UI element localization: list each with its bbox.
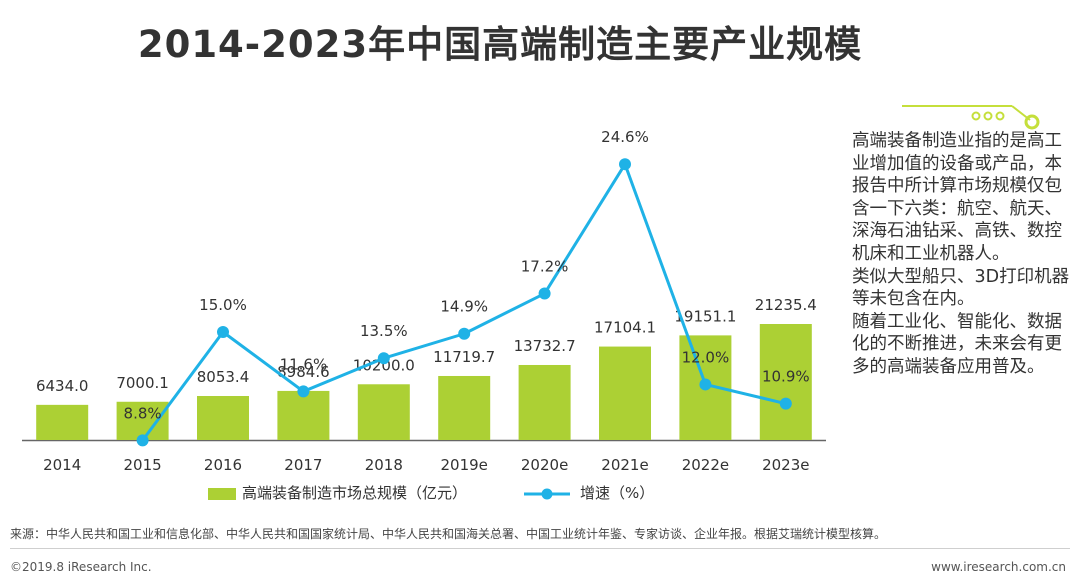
bar-label-2021e: 17104.1 — [594, 319, 656, 337]
growth-label-2018: 13.5% — [360, 322, 408, 340]
bar-label-2019e: 11719.7 — [433, 348, 495, 366]
page-title: 2014-2023年中国高端制造主要产业规模 — [137, 23, 863, 66]
bar-label-2022e: 19151.1 — [674, 307, 736, 325]
bar-2021e — [599, 346, 651, 440]
bar-2015 — [116, 401, 169, 440]
bar-2017 — [277, 390, 330, 440]
growth-point-2022e — [699, 378, 712, 391]
growth-label-2019e: 14.9% — [440, 298, 488, 316]
website-link[interactable]: www.iresearch.com.cn — [931, 560, 1066, 574]
bar-label-2020e: 13732.7 — [514, 337, 576, 355]
bar-label-2017: 8984.6 — [277, 363, 330, 381]
x-tick-label-2015: 2015 — [124, 456, 162, 474]
growth-label-2015: 8.8% — [124, 404, 162, 422]
x-tick-label-2019e: 2019e — [440, 456, 487, 474]
x-tick-label-2020e: 2020e — [521, 456, 568, 474]
bar-2016 — [197, 396, 249, 440]
note-paragraph-1: 高端装备制造业指的是高工业增加值的设备或产品，本报告中所计算市场规模仅包含一下六… — [852, 131, 1062, 264]
x-tick-label-2017: 2017 — [284, 456, 322, 474]
note-panel: 高端装备制造业指的是高工业增加值的设备或产品，本报告中所计算市场规模仅包含一下六… — [852, 130, 1074, 379]
bar-label-2018: 10200.0 — [353, 356, 415, 374]
growth-point-2015 — [136, 434, 149, 447]
bar-2023e — [759, 324, 812, 440]
growth-label-2016: 15.0% — [199, 296, 247, 314]
legend-swatch-line — [524, 488, 570, 500]
growth-label-2023e: 10.9% — [762, 368, 810, 386]
growth-point-2016 — [217, 326, 229, 338]
growth-label-2022e: 12.0% — [682, 348, 730, 366]
bar-2019e — [438, 375, 491, 440]
bar-2020e — [518, 364, 571, 440]
x-tick-label-2014: 2014 — [43, 456, 81, 474]
bar-label-2023e: 21235.4 — [755, 296, 817, 314]
x-tick-label-2016: 2016 — [204, 456, 242, 474]
legend-label-line: 增速（%） — [580, 484, 655, 502]
x-tick-label-2022e: 2022e — [682, 456, 729, 474]
note-paragraph-2: 类似大型船只、3D打印机器等未包含在内。 — [852, 266, 1070, 310]
copyright-text: ©2019.8 iResearch Inc. — [10, 560, 152, 574]
growth-label-2017: 11.6% — [280, 355, 328, 373]
bar-2018 — [357, 384, 410, 440]
bar-label-2014: 6434.0 — [36, 377, 89, 395]
bar-label-2015: 7000.1 — [116, 374, 169, 392]
growth-point-2018 — [377, 352, 390, 365]
bar-label-2016: 8053.4 — [197, 368, 250, 386]
source-text: 来源：中华人民共和国工业和信息化部、中华人民共和国国家统计局、中华人民共和国海关… — [10, 527, 887, 541]
growth-point-2021e — [619, 158, 631, 171]
growth-label-2020e: 17.2% — [521, 258, 569, 276]
chart: 6434.0 2014 7000.1 2015 8053.4 2016 8984.6 2017… — [22, 128, 826, 474]
note-paragraph-3: 随着工业化、智能化、数据化的不断推进，未来会有更多的高端装备应用普及。 — [852, 311, 1062, 377]
growth-point-2020e — [538, 287, 551, 300]
growth-point-2023e — [779, 397, 792, 410]
x-tick-label-2023e: 2023e — [762, 456, 809, 474]
legend-label-bar: 高端装备制造市场总规模（亿元） — [242, 484, 468, 502]
decorative-circuit-icon — [902, 105, 1040, 130]
growth-label-2021e: 24.6% — [601, 128, 649, 146]
footer-divider — [10, 548, 1070, 549]
bar-2014 — [36, 404, 89, 440]
growth-point-2019e — [458, 327, 471, 340]
x-tick-label-2018: 2018 — [365, 456, 403, 474]
legend-swatch-bar — [208, 488, 236, 500]
growth-point-2017 — [297, 385, 310, 398]
x-tick-label-2021e: 2021e — [601, 456, 648, 474]
